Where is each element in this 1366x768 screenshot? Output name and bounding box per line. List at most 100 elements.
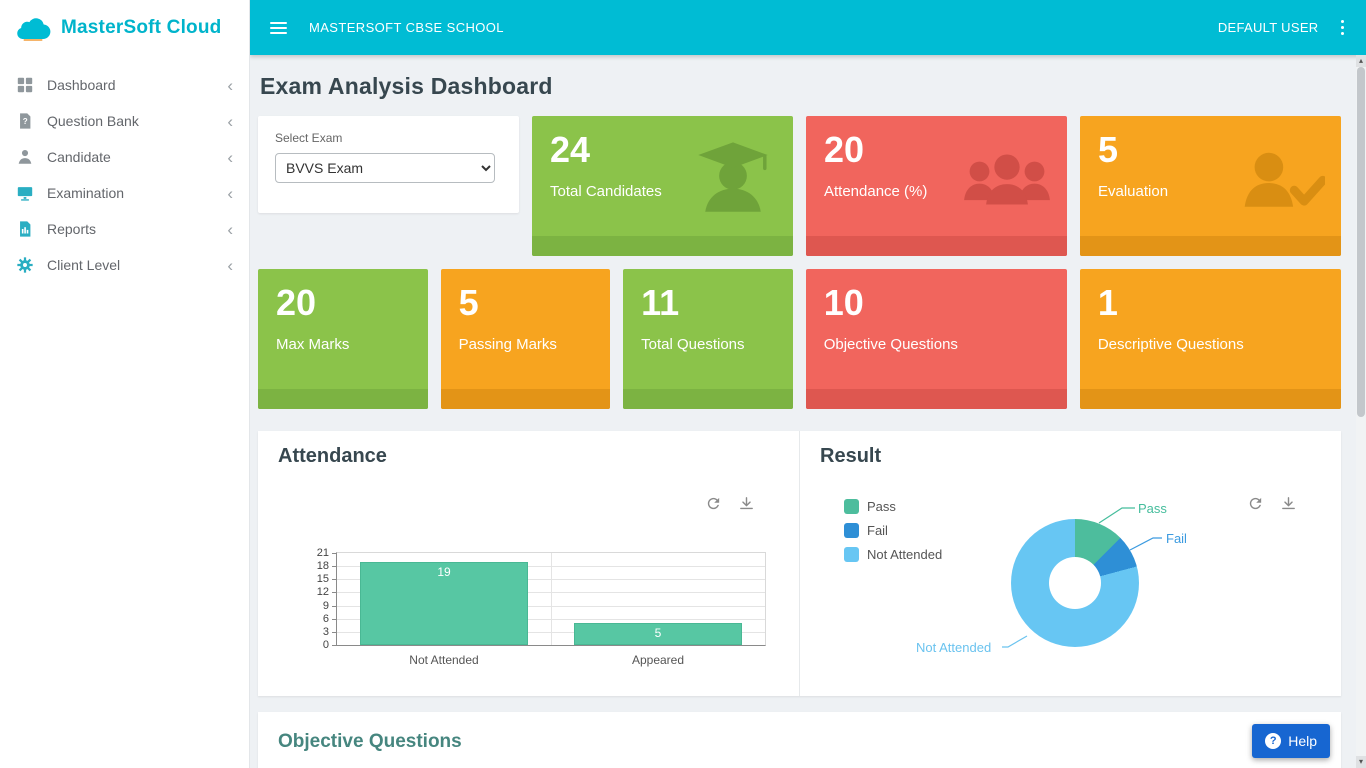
sidebar-item-reports[interactable]: Reports ‹ [0,211,249,247]
stat-card-total-questions: 11 Total Questions [623,269,793,409]
refresh-icon[interactable] [1247,495,1264,512]
sidebar-item-candidate[interactable]: Candidate ‹ [0,139,249,175]
stat-card-strip [623,389,793,409]
download-icon[interactable] [738,495,755,512]
stat-card-value: 5 [1098,129,1119,170]
brand-name: MasterSoft Cloud [61,16,222,38]
main-content: Exam Analysis Dashboard Select Exam BVVS… [250,55,1356,768]
client-level-icon [16,256,34,274]
sidebar-item-label: Examination [47,185,125,201]
help-icon: ? [1265,733,1282,749]
legend-label: Fail [867,523,888,538]
reports-icon [16,220,34,238]
stat-card-value: 20 [824,129,865,170]
stat-card-passing-marks: 5 Passing Marks [440,269,611,409]
school-name: MASTERSOFT CBSE SCHOOL [309,20,504,35]
stat-card-label: Total Candidates [550,182,662,200]
stat-card-label: Descriptive Questions [1097,335,1244,353]
stat-card-total-candidates: 24 Total Candidates [532,116,793,256]
chevron-collapse-icon: ‹ [227,75,233,95]
menu-toggle-icon[interactable] [270,21,287,34]
chevron-collapse-icon: ‹ [227,255,233,275]
refresh-icon[interactable] [705,495,722,512]
result-panel: Result Pass Fail Not Attended Pass Fail No [799,431,1341,696]
sidebar-item-label: Reports [47,221,97,237]
cloud-logo-icon [17,17,51,41]
chevron-collapse-icon: ‹ [227,147,233,167]
result-tools [1247,495,1297,512]
scroll-up-button[interactable]: ▴ [1356,55,1366,67]
svg-text:?: ? [23,117,28,126]
donut-label-pass: Pass [1138,501,1167,516]
chevron-collapse-icon: ‹ [227,183,233,203]
result-title: Result [820,445,882,467]
stat-card-label: Objective Questions [823,335,958,353]
stat-card-value: 1 [1097,282,1118,323]
sidebar-menu: Dashboard ‹? Question Bank ‹ Candidate ‹ Exami… [0,55,249,283]
attendance-tools [705,495,755,512]
stat-card-label: Evaluation [1098,182,1169,200]
sidebar-item-examination[interactable]: Examination ‹ [0,175,249,211]
graduate-icon [689,140,777,214]
help-button[interactable]: ? Help [1252,724,1330,758]
topbar: MASTERSOFT CBSE SCHOOL DEFAULT USER [250,0,1366,55]
user-name[interactable]: DEFAULT USER [1217,20,1319,35]
sidebar-item-client-level[interactable]: Client Level ‹ [0,247,249,283]
chevron-collapse-icon: ‹ [227,111,233,131]
legend-swatch [844,499,859,514]
stat-card-strip [805,389,1067,409]
stat-card-strip [532,236,793,256]
stat-card-strip [806,236,1067,256]
stat-card-label: Passing Marks [458,335,557,353]
stat-card-max-marks: 20 Max Marks [258,269,428,409]
stat-card-label: Attendance (%) [824,182,928,200]
person-check-icon [1237,140,1328,214]
stat-card-value: 10 [823,282,864,323]
legend-label: Not Attended [867,547,943,562]
sidebar-item-label: Dashboard [47,77,116,93]
legend-item-not-attended: Not Attended [844,547,942,562]
help-label: Help [1288,733,1317,749]
attendance-panel: Attendance 0 3 6 9 12 15 18 21 19 Not Attended 5 Ap… [258,431,799,696]
brand[interactable]: MasterSoft Cloud [0,0,249,55]
legend-swatch [844,547,859,562]
stat-card-value: 20 [276,282,317,323]
legend-item-pass: Pass [844,499,942,514]
stat-card-evaluation: 5 Evaluation [1080,116,1341,256]
donut-hole [1049,557,1101,609]
stat-card-value: 11 [641,282,680,323]
stat-card-value: 24 [550,129,591,170]
stat-card-descriptive-questions: 1 Descriptive Questions [1079,269,1341,409]
sidebar: MasterSoft Cloud Dashboard ‹? Question Ban… [0,0,250,768]
sidebar-item-label: Question Bank [47,113,139,129]
exam-select[interactable]: BVVS Exam [275,153,495,183]
sidebar-item-dashboard[interactable]: Dashboard ‹ [0,67,249,103]
bar-value-label: 5 [654,626,662,641]
x-axis-label: Appeared [631,653,685,667]
stat-card-value: 5 [458,282,479,323]
stat-card-strip [1079,389,1341,409]
charts-row: Attendance 0 3 6 9 12 15 18 21 19 Not Attended 5 Ap… [258,431,1341,696]
kebab-menu-icon[interactable] [1339,18,1347,38]
result-legend: Pass Fail Not Attended [844,499,942,562]
exam-select-card: Select Exam BVVS Exam [258,116,519,213]
scroll-down-button[interactable]: ▾ [1356,756,1366,768]
stat-cards-row1: Select Exam BVVS Exam 24 Total Candidates… [258,116,1341,256]
bar-value-label: 19 [437,564,451,579]
stat-cards-row2: 20 Max Marks 5 Passing Marks 11 Total Questio… [258,269,1341,409]
sidebar-item-label: Client Level [47,257,121,273]
download-icon[interactable] [1280,495,1297,512]
result-donut [1011,519,1139,647]
examination-icon [16,184,34,202]
legend-swatch [844,523,859,538]
scrollbar[interactable]: ▴ ▾ [1356,55,1366,768]
question-bank-icon: ? [16,112,34,130]
page-title: Exam Analysis Dashboard [260,73,553,99]
sidebar-item-question-bank[interactable]: ? Question Bank ‹ [0,103,249,139]
topbar-right: DEFAULT USER [1218,18,1346,38]
scroll-thumb[interactable] [1357,67,1365,417]
legend-item-fail: Fail [844,523,942,538]
chevron-collapse-icon: ‹ [227,219,233,239]
bar-appeared: 5 [574,623,742,645]
stat-card-strip [440,389,611,409]
